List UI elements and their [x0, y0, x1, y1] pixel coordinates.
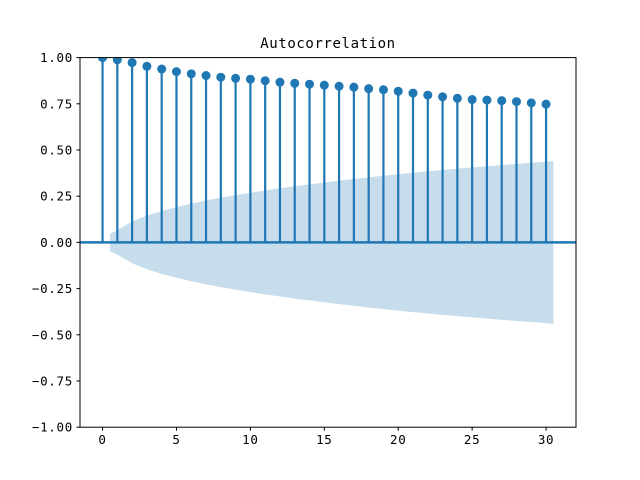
y-tick-label: 1.00	[40, 50, 73, 65]
y-tick-label: 0.25	[40, 189, 73, 204]
stem-marker	[112, 57, 122, 65]
stem-marker	[127, 58, 137, 68]
x-tick-label: 20	[390, 432, 406, 447]
stem-marker	[142, 61, 152, 71]
x-tick-label: 30	[538, 432, 554, 447]
stem-marker	[393, 86, 403, 96]
stem-marker	[467, 95, 477, 105]
stem-marker	[260, 76, 270, 86]
y-tick-label: −0.75	[32, 374, 73, 389]
x-tick-label: 0	[98, 432, 106, 447]
stem-marker	[349, 82, 359, 92]
stem-marker	[452, 93, 462, 103]
y-tick-label: −0.50	[32, 327, 73, 342]
stem-marker	[290, 78, 300, 88]
stem-marker	[245, 74, 255, 84]
stem-marker	[201, 71, 211, 81]
x-tick-label: 5	[172, 432, 180, 447]
stem-marker	[423, 90, 433, 100]
stem-marker	[216, 72, 226, 82]
stem-marker	[319, 80, 329, 90]
chart-title: Autocorrelation	[260, 36, 396, 52]
stem-series	[98, 57, 551, 243]
stem-marker	[334, 81, 344, 91]
stem-marker	[186, 69, 196, 79]
stem-marker	[364, 84, 374, 94]
y-tick-label: −0.25	[32, 281, 73, 296]
plot-area	[80, 57, 576, 324]
stem-marker	[408, 88, 418, 98]
x-tick-label: 10	[242, 432, 258, 447]
stem-marker	[305, 79, 315, 89]
stem-marker	[171, 67, 181, 77]
stem-marker	[526, 98, 536, 108]
y-tick-label: −1.00	[32, 420, 73, 435]
stem-marker	[275, 77, 285, 87]
stem-marker	[511, 97, 521, 107]
stem-marker	[497, 96, 507, 106]
stem-marker	[378, 85, 388, 95]
stem-marker	[157, 64, 167, 74]
y-tick-label: 0.50	[40, 143, 73, 158]
x-tick-label: 25	[464, 432, 480, 447]
stem-marker	[438, 92, 448, 102]
stem-marker	[482, 95, 492, 105]
x-tick-label: 15	[316, 432, 332, 447]
y-tick-label: 0.00	[40, 235, 73, 250]
y-tick-label: 0.75	[40, 96, 73, 111]
stem-marker	[231, 73, 241, 83]
stem-marker	[541, 99, 551, 109]
stem-marker	[98, 57, 108, 63]
